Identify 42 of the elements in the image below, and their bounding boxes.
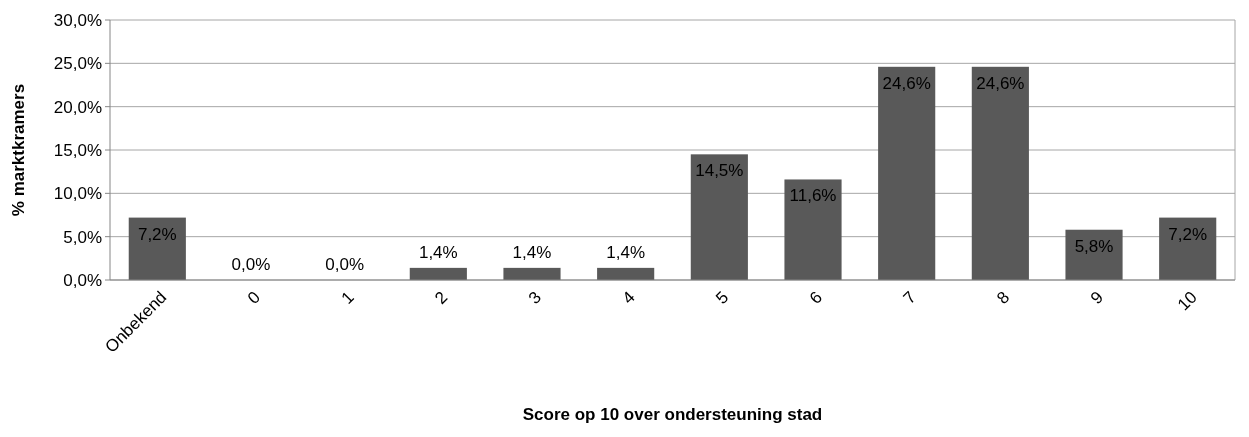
data-label: 7,2% [1168,224,1208,244]
x-tick-label: 5 [712,287,733,308]
x-tick-label: 1 [337,287,358,308]
data-label: 14,5% [695,161,744,181]
data-label: 0,0% [325,255,365,274]
x-tick-label: 6 [805,287,827,308]
y-tick-label: 10,0% [53,184,102,204]
x-tick-label: 2 [431,287,452,308]
data-label: 7,2% [137,224,177,244]
x-tick-label: 10 [1173,287,1201,315]
y-tick-label: 25,0% [53,54,102,74]
y-tick-label: 20,0% [53,97,102,117]
data-label: 24,6% [976,73,1025,93]
x-tick-label: 4 [618,287,639,308]
bar [784,179,842,280]
x-tick-label: 9 [1086,287,1108,308]
y-tick-label: 15,0% [53,140,102,160]
x-tick-label: 0 [243,287,265,308]
data-label: 1,4% [606,242,646,262]
bar [878,66,936,280]
y-tick-label: 0,0% [63,270,102,290]
data-label: 5,8% [1074,236,1114,256]
y-axis-title: % marktkramers [9,83,28,217]
x-axis-title: Score op 10 over ondersteuning stad [522,405,823,424]
y-tick-label: 5,0% [63,227,102,247]
x-tick-label: 8 [993,287,1014,308]
data-label: 1,4% [418,242,458,262]
bar [597,267,655,280]
y-tick-label: 30,0% [53,10,102,30]
data-label: 11,6% [789,186,837,206]
bar [690,154,748,280]
bar [1159,217,1217,280]
x-tick-label: 3 [524,287,546,308]
data-label: 1,4% [512,242,552,262]
bar [503,267,561,280]
x-tick-label: 7 [899,287,920,308]
bar [1065,229,1123,280]
bar [409,267,467,280]
data-label: 0,0% [231,255,271,274]
bar [971,66,1029,280]
data-label: 24,6% [882,73,931,93]
bar [128,217,186,280]
